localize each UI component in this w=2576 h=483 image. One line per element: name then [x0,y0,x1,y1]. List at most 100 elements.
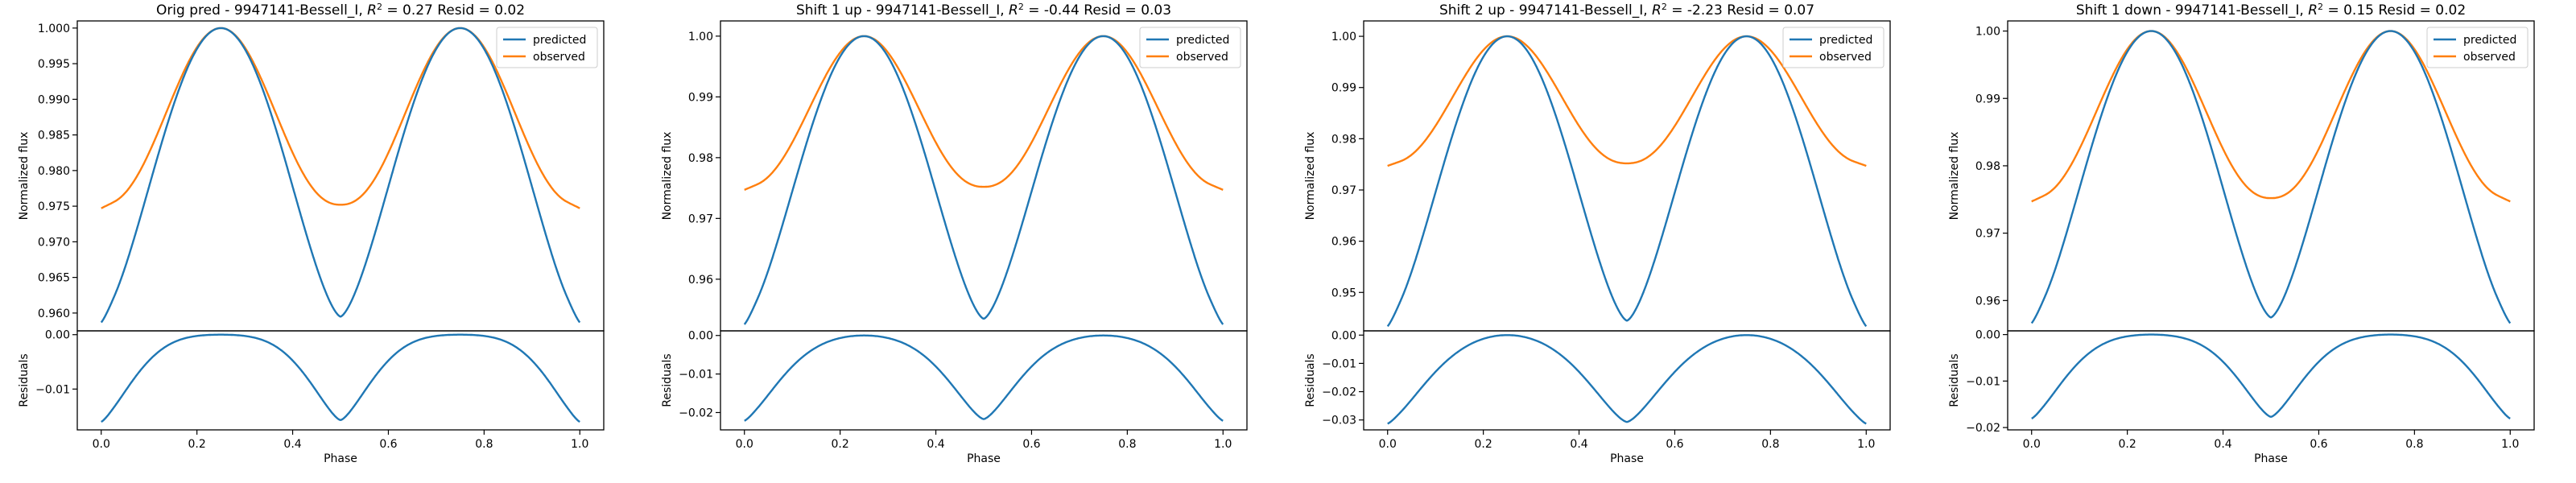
flux-ytick-label: 1.000 [38,23,70,35]
residuals-ytick-label: 0.00 [1975,329,2000,342]
flux-ytick-label: 1.00 [1975,26,2000,39]
flux-ytick-label: 0.965 [38,272,70,285]
residuals-ytick-label: 0.00 [1331,329,1356,342]
residuals-ytick-label: −0.01 [1966,375,2000,388]
xtick-label: 0.0 [93,438,110,451]
residuals-line [2031,333,2511,419]
chart-title: Orig pred - 9947141-Bessell_I, R2 = 0.27… [156,2,525,19]
residuals-y-axis-label: Residuals [661,353,674,407]
xtick-label: 0.8 [475,438,493,451]
flux-ytick-label: 0.99 [688,91,713,104]
xtick-label: 0.0 [1379,438,1397,451]
panel-2: Shift 1 up - 9947141-Bessell_I, R2 = -0.… [661,2,1248,465]
x-axis-label: Phase [1610,452,1644,465]
series-predicted-line [743,35,1224,325]
legend-label-predicted: predicted [2463,34,2516,47]
flux-y-axis-label: Normalized flux [661,132,674,221]
flux-y-axis-label: Normalized flux [18,132,31,221]
flux-ytick-label: 0.990 [38,93,70,106]
series-predicted-line [2030,30,2512,324]
flux-ytick-label: 0.995 [38,58,70,71]
flux-ytick-label: 0.98 [1975,160,2000,173]
xtick-label: 0.2 [1475,438,1492,451]
series-observed-line [101,27,580,209]
legend: predicted observed [496,27,598,68]
flux-ytick-label: 0.96 [1331,236,1356,249]
xtick-label: 0.8 [1761,438,1779,451]
residuals-line [744,334,1224,422]
xtick-label: 1.0 [2501,438,2519,451]
xtick-label: 0.0 [736,438,753,451]
residuals-ytick-label: 0.00 [688,330,713,343]
panel-1: Orig pred - 9947141-Bessell_I, R2 = 0.27… [18,2,605,465]
xtick-label: 1.0 [1214,438,1232,451]
xtick-label: 0.8 [2405,438,2423,451]
panel-4: Shift 1 down - 9947141-Bessell_I, R2 = 0… [1948,2,2535,465]
xtick-label: 0.2 [2119,438,2136,451]
flux-ytick-label: 0.960 [38,308,70,320]
flux-ytick-label: 0.98 [1331,133,1356,146]
chart-title: Shift 1 up - 9947141-Bessell_I, R2 = -0.… [796,2,1171,19]
x-axis-label: Phase [2254,452,2288,465]
residuals-ytick-label: −0.03 [1322,415,1356,427]
residuals-ytick-label: −0.02 [1322,386,1356,399]
xtick-label: 1.0 [1857,438,1875,451]
residuals-axes-frame [2007,330,2535,431]
residuals-y-axis-label: Residuals [1304,353,1317,407]
chart-title: Shift 2 up - 9947141-Bessell_I, R2 = -2.… [1439,2,1814,19]
residuals-ytick-label: 0.00 [45,329,70,342]
xtick-label: 0.4 [283,438,301,451]
series-observed-line [1387,35,1867,167]
residuals-line [1387,334,1867,425]
x-axis-label: Phase [324,452,357,465]
panel-3: Shift 2 up - 9947141-Bessell_I, R2 = -2.… [1304,2,1891,465]
residuals-ytick-label: −0.01 [1322,357,1356,370]
legend-label-observed: observed [2463,51,2516,64]
flux-ytick-label: 0.95 [1331,287,1356,299]
residuals-y-axis-label: Residuals [18,353,31,407]
legend: predicted observed [2426,27,2529,68]
residuals-axes-frame [1363,330,1891,431]
chart-title: Shift 1 down - 9947141-Bessell_I, R2 = 0… [2076,2,2466,19]
flux-ytick-label: 0.97 [688,213,713,225]
residuals-axes-frame [76,330,605,431]
xtick-label: 0.2 [832,438,849,451]
residuals-ytick-label: −0.02 [679,407,713,419]
flux-ytick-label: 0.97 [1331,184,1356,197]
residuals-y-axis-label: Residuals [1948,353,1961,407]
series-predicted-line [1386,35,1868,328]
flux-ytick-label: 0.99 [1975,93,2000,105]
flux-y-axis-label: Normalized flux [1948,132,1961,221]
flux-ytick-label: 0.985 [38,130,70,142]
series-predicted-line [100,27,581,324]
legend-label-observed: observed [1176,51,1228,64]
xtick-label: 0.4 [1570,438,1587,451]
flux-ytick-label: 0.98 [688,152,713,165]
legend-box [1782,27,1885,68]
legend-box [2426,27,2529,68]
flux-ytick-label: 0.970 [38,236,70,249]
xtick-label: 0.4 [927,438,944,451]
series-observed-line [2031,30,2511,203]
series-observed-line [744,35,1224,191]
flux-ytick-label: 1.00 [1331,31,1356,43]
legend-label-predicted: predicted [1176,34,1229,47]
flux-ytick-label: 0.96 [688,274,713,287]
xtick-label: 1.0 [571,438,588,451]
xtick-label: 0.0 [2023,438,2041,451]
residuals-axes-frame [720,330,1248,431]
residuals-ytick-label: −0.01 [35,383,70,396]
legend-label-predicted: predicted [1819,34,1872,47]
legend: predicted observed [1782,27,1885,68]
flux-ytick-label: 0.97 [1975,228,2000,241]
flux-ytick-label: 0.96 [1975,295,2000,308]
legend-box [1139,27,1241,68]
legend-label-predicted: predicted [533,34,586,47]
flux-y-axis-label: Normalized flux [1304,132,1317,221]
residuals-line [101,333,580,423]
xtick-label: 0.6 [1666,438,1683,451]
residuals-ytick-label: −0.02 [1966,422,2000,435]
flux-ytick-label: 1.00 [688,31,713,43]
legend-label-observed: observed [533,51,585,64]
xtick-label: 0.2 [188,438,206,451]
